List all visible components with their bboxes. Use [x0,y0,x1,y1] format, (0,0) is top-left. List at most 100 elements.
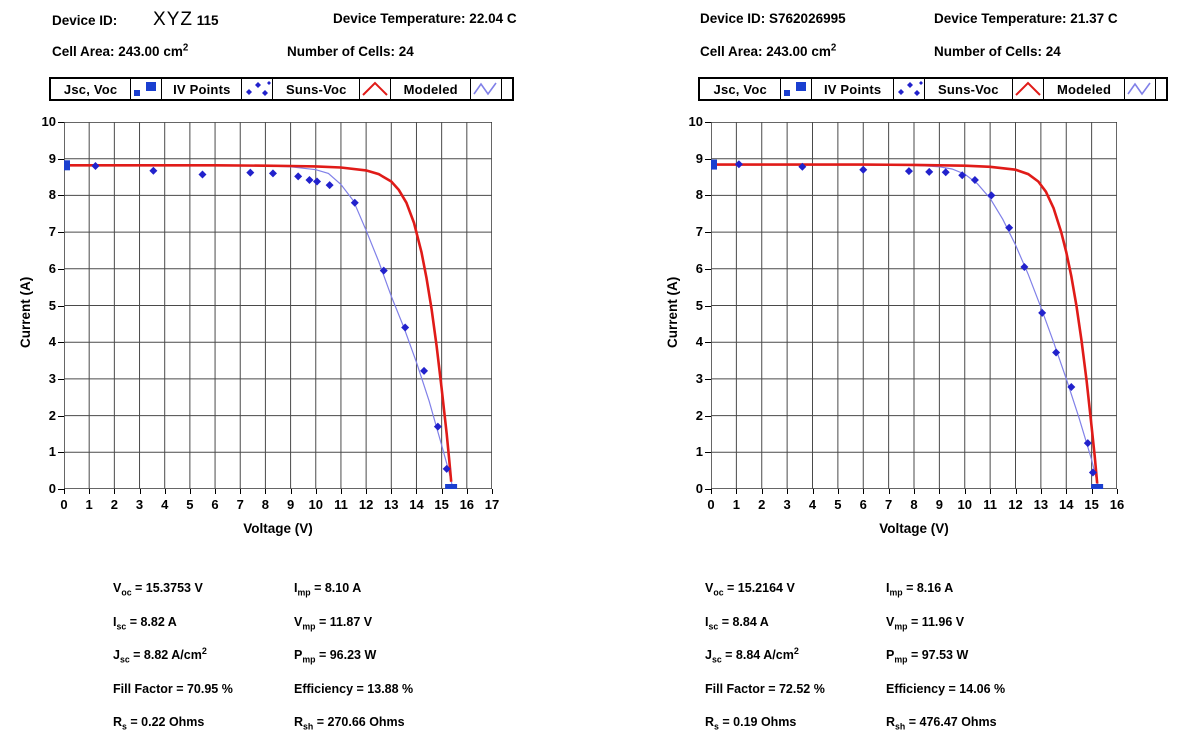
x-tick-label: 12 [1008,497,1023,512]
legend-symbol-modeled-zigzag-icon [1125,79,1157,99]
y-tick-mark [58,305,64,307]
result-rs: Rs = 0.19 Ohms [705,715,797,732]
x-tick-label: 13 [1033,497,1049,512]
marker-iv-point [442,464,451,473]
x-tick-label: 16 [459,497,475,512]
marker-iv-point [958,171,967,180]
x-tick-label: 16 [1109,497,1125,512]
x-tick-mark [189,489,191,494]
y-tick-label: 7 [48,224,56,240]
marker-iv-point [379,266,388,275]
marker-iv-point [1020,262,1029,271]
x-tick-mark [1066,489,1068,494]
marker-iv-point [268,169,277,178]
y-axis-label: Current (A) [665,276,680,348]
marker-jsc-voc [711,159,717,170]
x-tick-mark [391,489,393,494]
number-of-cells-left: Number of Cells: 24 [287,44,414,59]
number-of-cells-right: Number of Cells: 24 [934,44,1061,59]
x-tick-label: 3 [135,497,144,512]
legend-symbol-suns-voc-peak-icon [1013,79,1044,99]
chart-legend-left: Jsc, Voc IV Points Suns-Voc Modeled [49,77,514,101]
x-tick-mark [1091,489,1093,494]
cell-area-exponent: 2 [182,42,189,54]
y-tick-label: 1 [48,444,56,460]
x-tick-mark [990,489,992,494]
x-tick-mark [1040,489,1042,494]
cell-area-right: Cell Area: 243.00 cm2 [700,42,837,59]
device-panel-right: Device ID: S762026995 Device Temperature… [593,0,1193,754]
x-tick-mark [939,489,941,494]
x-tick-mark [812,489,814,494]
y-tick-label: 9 [48,150,56,166]
marker-iv-point [313,177,322,186]
result-imp: Imp = 8.16 A [886,581,954,598]
series-modeled [711,163,1099,484]
x-tick-mark [441,489,443,494]
x-tick-mark [240,489,242,494]
x-tick-label: 12 [358,497,374,512]
y-tick-label: 2 [48,407,56,423]
y-tick-label: 6 [48,260,56,276]
result-jsc: Jsc = 8.84 A/cm2 [705,645,799,665]
y-tick-mark [58,232,64,234]
legend-label-suns-voc: Suns-Voc [273,79,361,99]
x-tick-mark [1117,489,1118,494]
x-tick-mark [711,489,712,494]
cell-area-left: Cell Area: 243.00 cm2 [52,42,189,59]
marker-jsc-voc [445,484,458,489]
y-tick-label: 4 [48,334,56,350]
x-tick-mark [139,489,141,494]
x-tick-label: 6 [211,497,219,512]
y-tick-mark [705,452,711,454]
result-voc: Voc = 15.2164 V [705,581,795,598]
x-tick-label: 17 [484,497,500,512]
y-tick-label: 5 [48,297,56,313]
x-tick-mark [736,489,738,494]
x-tick-label: 8 [910,497,918,512]
x-tick-mark [492,489,493,494]
x-tick-mark [290,489,292,494]
legend-label-modeled: Modeled [1044,79,1126,99]
result-voc: Voc = 15.3753 V [113,581,203,598]
result-imp: Imp = 8.10 A [294,581,362,598]
x-tick-label: 5 [834,497,842,512]
result-isc: Isc = 8.82 A [113,614,177,631]
cell-area-exponent: 2 [830,42,837,54]
x-tick-label: 7 [885,497,893,512]
legend-symbol-modeled-zigzag-icon [471,79,503,99]
y-tick-mark [705,305,711,307]
result-isc: Isc = 8.84 A [705,614,769,631]
x-tick-mark [837,489,839,494]
y-tick-label: 6 [695,260,703,276]
x-tick-mark [89,489,91,494]
x-tick-label: 10 [957,497,972,512]
y-tick-label: 3 [48,370,56,386]
y-tick-mark [58,195,64,197]
marker-iv-point [1088,468,1097,477]
y-tick-mark [705,195,711,197]
x-tick-label: 9 [935,497,943,512]
x-tick-label: 14 [409,497,424,512]
marker-iv-point [941,168,950,177]
marker-iv-point [925,167,934,176]
x-tick-label: 5 [186,497,194,512]
x-tick-mark [914,489,915,494]
y-tick-mark [58,378,64,380]
result-vmp: Vmp = 11.87 V [294,614,373,631]
x-tick-label: 1 [732,497,740,512]
cell-area-label: Cell Area: 243.00 cm [52,44,183,59]
device-id-value-small: 115 [196,13,219,28]
y-axis-label: Current (A) [18,276,33,348]
marker-iv-point [859,165,868,174]
x-tick-mark [64,489,65,494]
device-id-value-big: XYZ [153,9,193,30]
y-tick-label: 0 [48,481,56,496]
plot-canvas [64,122,492,489]
x-tick-label: 11 [334,497,348,512]
y-tick-label: 7 [695,224,703,240]
marker-iv-point [350,198,359,207]
series-modeled [64,163,453,482]
marker-iv-point [325,181,334,190]
marker-iv-point [1083,439,1092,448]
